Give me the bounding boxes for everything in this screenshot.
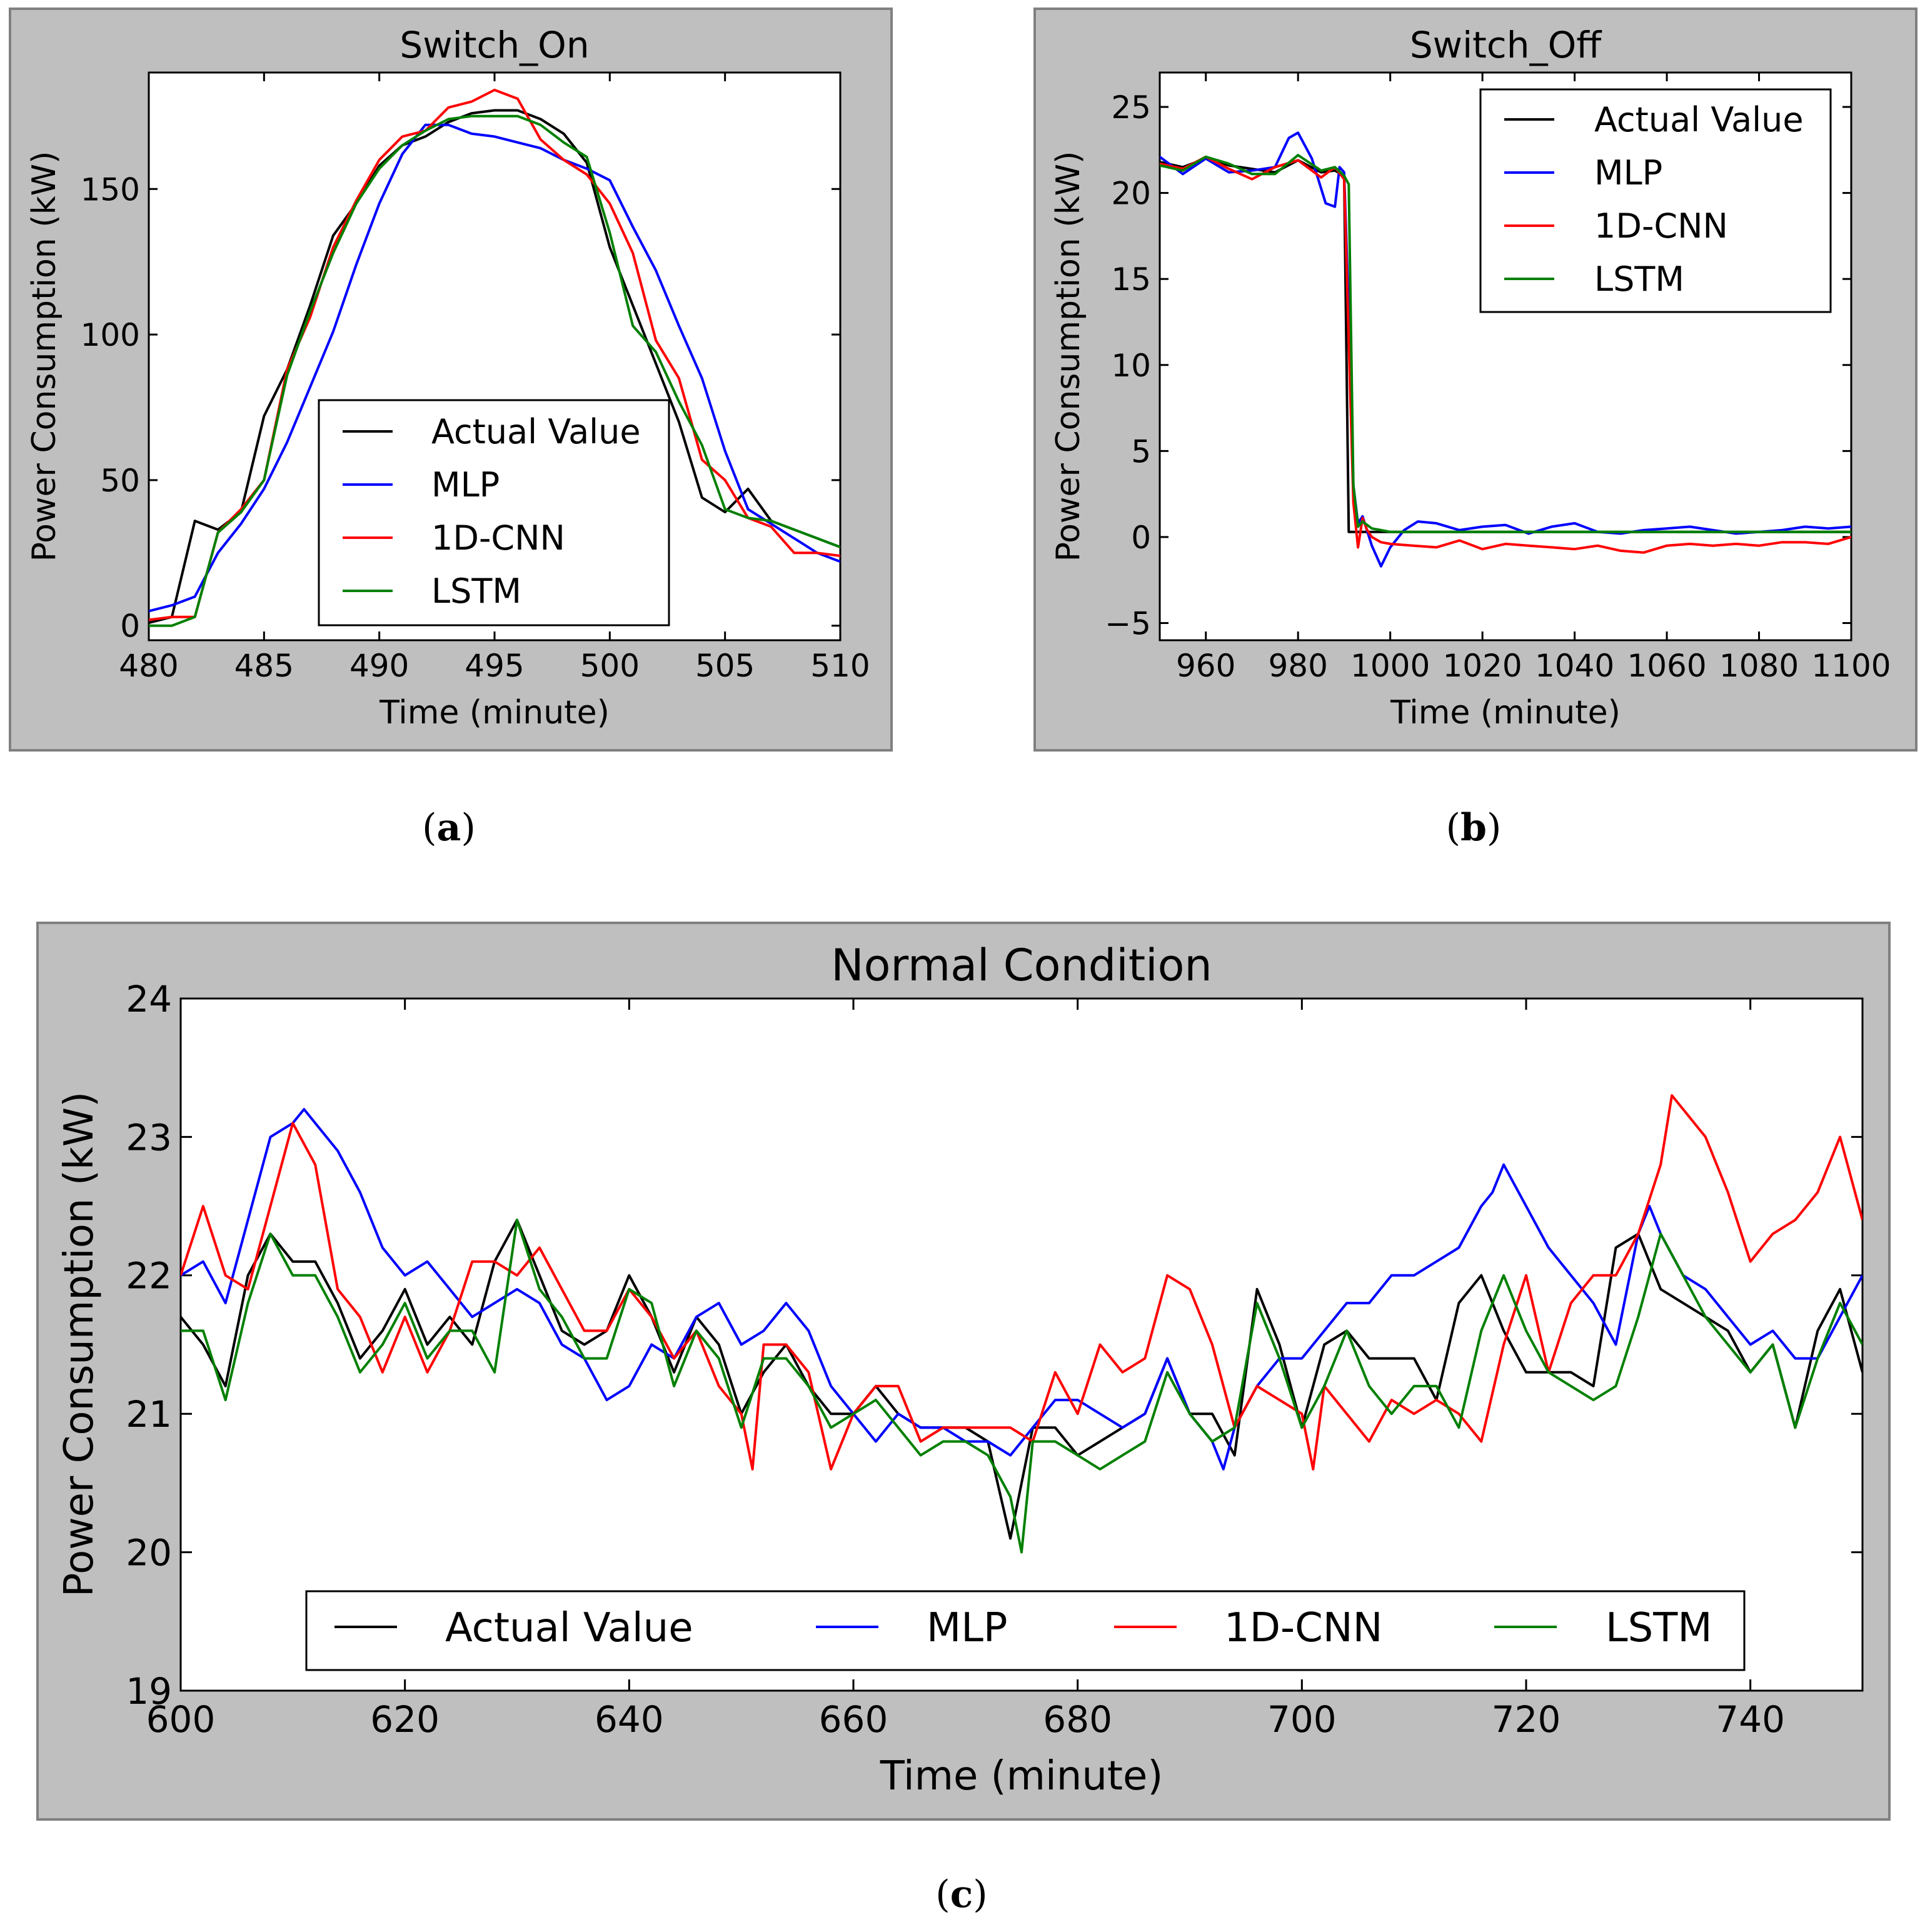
y-tick-label: 24 (126, 978, 172, 1020)
y-axis-label: Power Consumption (kW) (56, 1092, 103, 1597)
y-tick-label: 5 (1131, 433, 1151, 470)
axis-ticks: 960 980 1000 1020 1040 1060 1080 1100 −5 0 5 10 15 20… (1105, 73, 1891, 684)
x-tick-label: 640 (595, 1698, 664, 1741)
x-axis-label: Time (minute) (379, 694, 610, 732)
series-line-1d-cnn (1160, 155, 1851, 554)
x-tick-label: 495 (465, 648, 524, 684)
y-tick-label: 50 (100, 463, 140, 499)
legend-label-mlp: MLP (1594, 153, 1662, 193)
y-tick-label: 23 (126, 1116, 172, 1159)
x-tick-label: 480 (119, 648, 178, 684)
chart-title: Normal Condition (831, 940, 1212, 991)
caption-a: (a) (422, 806, 476, 850)
x-tick-label: 620 (370, 1698, 440, 1741)
y-tick-label: 19 (126, 1670, 172, 1713)
series-line-lstm (149, 114, 840, 627)
x-tick-label: 500 (580, 648, 640, 684)
legend-label-lstm: LSTM (431, 571, 521, 611)
y-tick-label: 100 (81, 317, 140, 353)
y-axis-label: Power Consumption (kW) (1050, 151, 1087, 562)
legend-box (1479, 88, 1832, 313)
x-tick-label: 1040 (1535, 648, 1614, 684)
y-tick-label: 22 (126, 1255, 172, 1297)
legend-label-mlp: MLP (927, 1605, 1007, 1651)
caption-c-letter: c (950, 1873, 973, 1916)
y-tick-label: 20 (1111, 176, 1151, 212)
x-tick-label: 960 (1176, 648, 1235, 684)
series-line-actual-value (149, 109, 840, 625)
legend-label-actual: Actual Value (1594, 100, 1804, 139)
legend-label-mlp: MLP (431, 465, 500, 505)
x-tick-label: 1100 (1811, 648, 1891, 684)
series-line-mlp (1160, 131, 1851, 568)
x-tick-label: 1060 (1627, 648, 1706, 684)
legend-label-lstm: LSTM (1606, 1605, 1712, 1651)
legend-label-actual: Actual Value (431, 412, 641, 451)
x-tick-label: 1020 (1443, 648, 1522, 684)
series-line-mlp (149, 123, 840, 613)
legend-box (318, 399, 670, 626)
x-tick-label: 505 (695, 648, 755, 684)
x-tick-label: 700 (1267, 1698, 1337, 1741)
caption-c: (c) (935, 1873, 987, 1916)
x-tick-label: 740 (1716, 1698, 1785, 1741)
legend: Actual Value MLP 1D-CNN LSTM (305, 1590, 1746, 1671)
x-tick-label: 980 (1268, 648, 1327, 684)
y-tick-label: 25 (1111, 89, 1151, 126)
y-tick-label: 10 (1111, 348, 1151, 384)
series-line-mlp (181, 1108, 1862, 1471)
legend-label-cnn: 1D-CNN (431, 518, 565, 558)
legend: Actual Value MLP 1D-CNN LSTM (318, 399, 670, 626)
x-tick-label: 680 (1043, 1698, 1112, 1741)
y-tick-label: 150 (81, 171, 140, 208)
series-lines (181, 1094, 1862, 1554)
series-lines (149, 88, 840, 627)
legend: Actual Value MLP 1D-CNN LSTM (1479, 88, 1832, 313)
axis-ticks: 600 620 640 660 680 700 720 740 19 20 21 22 23 24 (126, 978, 1862, 1741)
x-axis-label: Time (minute) (1390, 694, 1621, 732)
chart-switch-on: 480 485 490 495 500 505 510 0 50 100 150 Switch_On… (9, 8, 893, 752)
legend-label-actual: Actual Value (445, 1605, 693, 1651)
x-tick-label: 1080 (1719, 648, 1799, 684)
x-tick-label: 1000 (1350, 648, 1430, 684)
series-line-lstm (181, 1219, 1862, 1554)
x-tick-label: 720 (1492, 1698, 1561, 1741)
x-tick-label: 660 (819, 1698, 888, 1741)
axis-ticks: 480 485 490 495 500 505 510 0 50 100 150 (81, 73, 870, 684)
chart-normal-condition: 600 620 640 660 680 700 720 740 19 20 21 22 23 24 Nor… (36, 922, 1891, 1821)
chart-title: Switch_Off (1410, 24, 1602, 66)
y-tick-label: 0 (1131, 520, 1151, 556)
x-tick-label: 510 (810, 648, 870, 684)
y-axis-label: Power Consumption (kW) (26, 151, 63, 562)
caption-b-letter: b (1460, 806, 1487, 850)
legend-box (305, 1590, 1746, 1671)
chart-switch-off: 960 980 1000 1020 1040 1060 1080 1100 −5 0 5 10 15 20… (1033, 8, 1917, 752)
y-tick-label: 20 (126, 1531, 172, 1574)
plot-area (179, 997, 1864, 1692)
chart-title: Switch_On (400, 24, 589, 66)
y-tick-label: 21 (126, 1393, 172, 1436)
series-lines (1160, 131, 1851, 568)
y-tick-label: 15 (1111, 261, 1151, 298)
x-axis-label: Time (minute) (880, 1753, 1164, 1799)
legend-label-lstm: LSTM (1594, 259, 1684, 299)
series-line-lstm (1160, 154, 1851, 533)
y-tick-label: 0 (120, 608, 140, 645)
legend-label-cnn: 1D-CNN (1224, 1605, 1383, 1651)
y-tick-label: −5 (1105, 605, 1151, 641)
legend-label-cnn: 1D-CNN (1594, 206, 1728, 246)
x-tick-label: 490 (349, 648, 409, 684)
caption-a-letter: a (437, 806, 461, 850)
x-tick-label: 485 (234, 648, 294, 684)
caption-b: (b) (1446, 806, 1502, 850)
x-tick-label: 600 (146, 1698, 216, 1741)
